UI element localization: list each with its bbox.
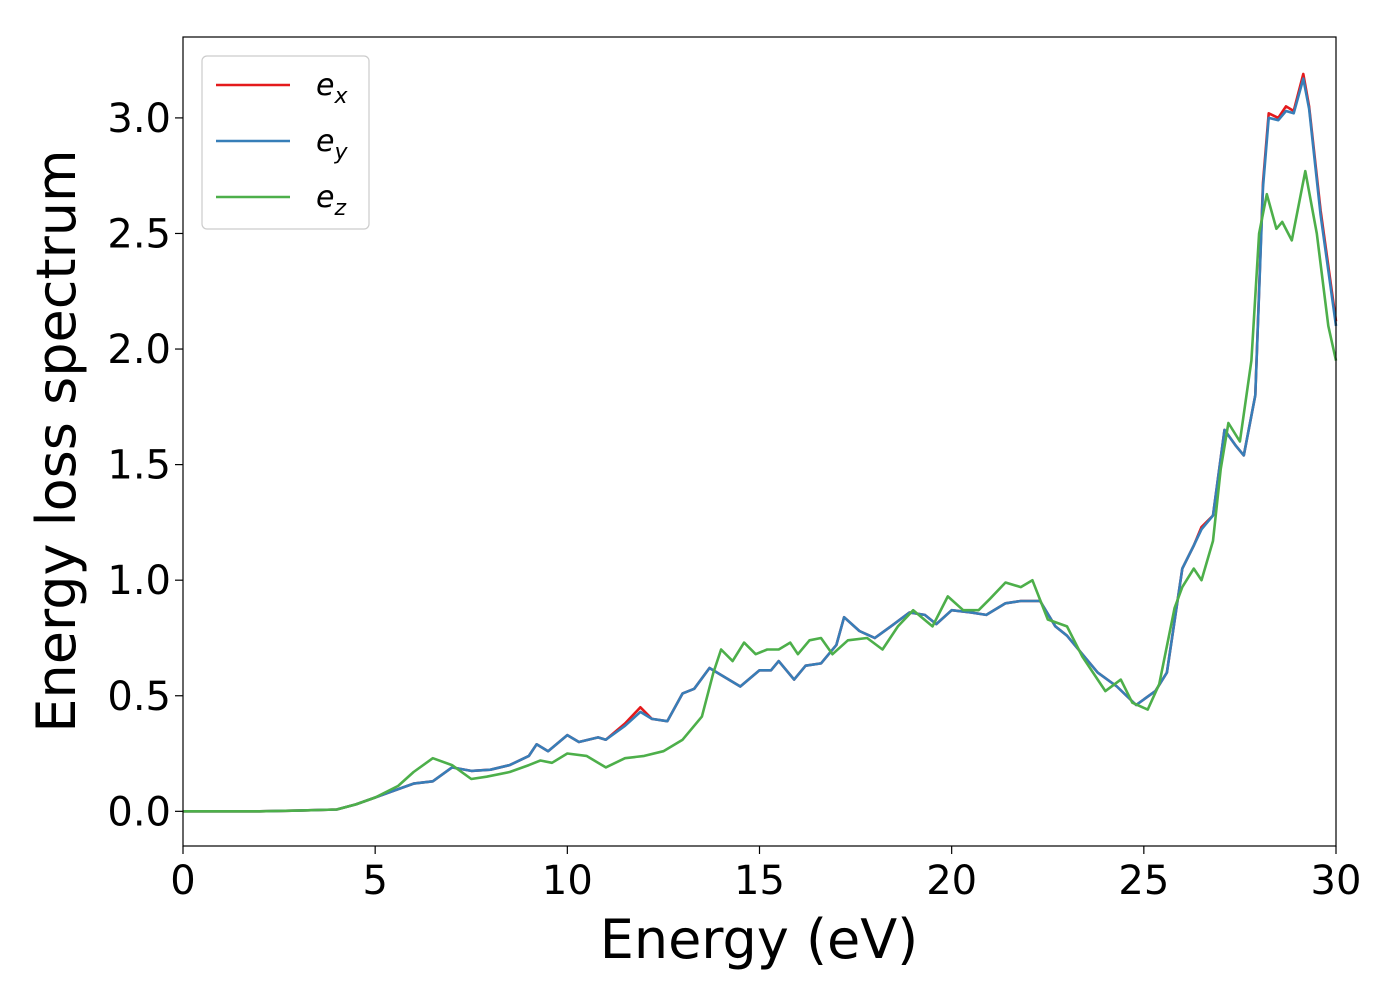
series-line-z bbox=[183, 169, 1338, 813]
x-axis-label: Energy (eV) bbox=[600, 908, 919, 971]
x-axis-ticks: 0 5 10 15 20 25 30 bbox=[170, 846, 1361, 904]
y-tick-label: 0.0 bbox=[107, 789, 171, 835]
x-tick-label: 5 bbox=[362, 858, 387, 904]
x-tick-label: 25 bbox=[1118, 858, 1169, 904]
y-tick-label: 0.5 bbox=[107, 674, 171, 720]
x-tick-label: 0 bbox=[170, 858, 195, 904]
series-layer bbox=[183, 72, 1338, 813]
x-tick-label: 10 bbox=[542, 858, 593, 904]
y-axis-label: Energy loss spectrum bbox=[25, 149, 88, 732]
y-tick-label: 3.0 bbox=[107, 96, 171, 142]
series-line-y bbox=[183, 77, 1338, 813]
y-tick-label: 2.0 bbox=[107, 327, 171, 373]
y-tick-label: 1.0 bbox=[107, 558, 171, 604]
x-tick-label: 20 bbox=[926, 858, 977, 904]
legend-box bbox=[201, 55, 370, 230]
y-tick-label: 2.5 bbox=[107, 211, 171, 257]
y-tick-label: 1.5 bbox=[107, 443, 171, 489]
plot-background bbox=[183, 37, 1336, 846]
x-tick-label: 30 bbox=[1311, 858, 1362, 904]
x-tick-label: 15 bbox=[734, 858, 785, 904]
y-axis-ticks: 0.0 0.5 1.0 1.5 2.0 2.5 3.0 bbox=[107, 96, 183, 835]
